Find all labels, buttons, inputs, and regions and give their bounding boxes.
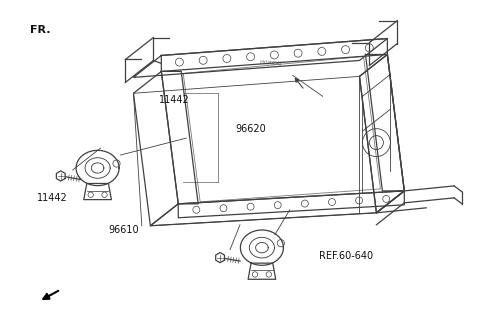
Text: 11442: 11442 <box>37 193 68 204</box>
Text: 96620: 96620 <box>235 124 266 134</box>
Text: 11442: 11442 <box>159 95 190 105</box>
Text: FR.: FR. <box>30 25 50 35</box>
Text: 96610: 96610 <box>108 225 139 235</box>
Text: HYUNDAI: HYUNDAI <box>259 60 282 67</box>
Text: REF.60-640: REF.60-640 <box>319 251 373 261</box>
